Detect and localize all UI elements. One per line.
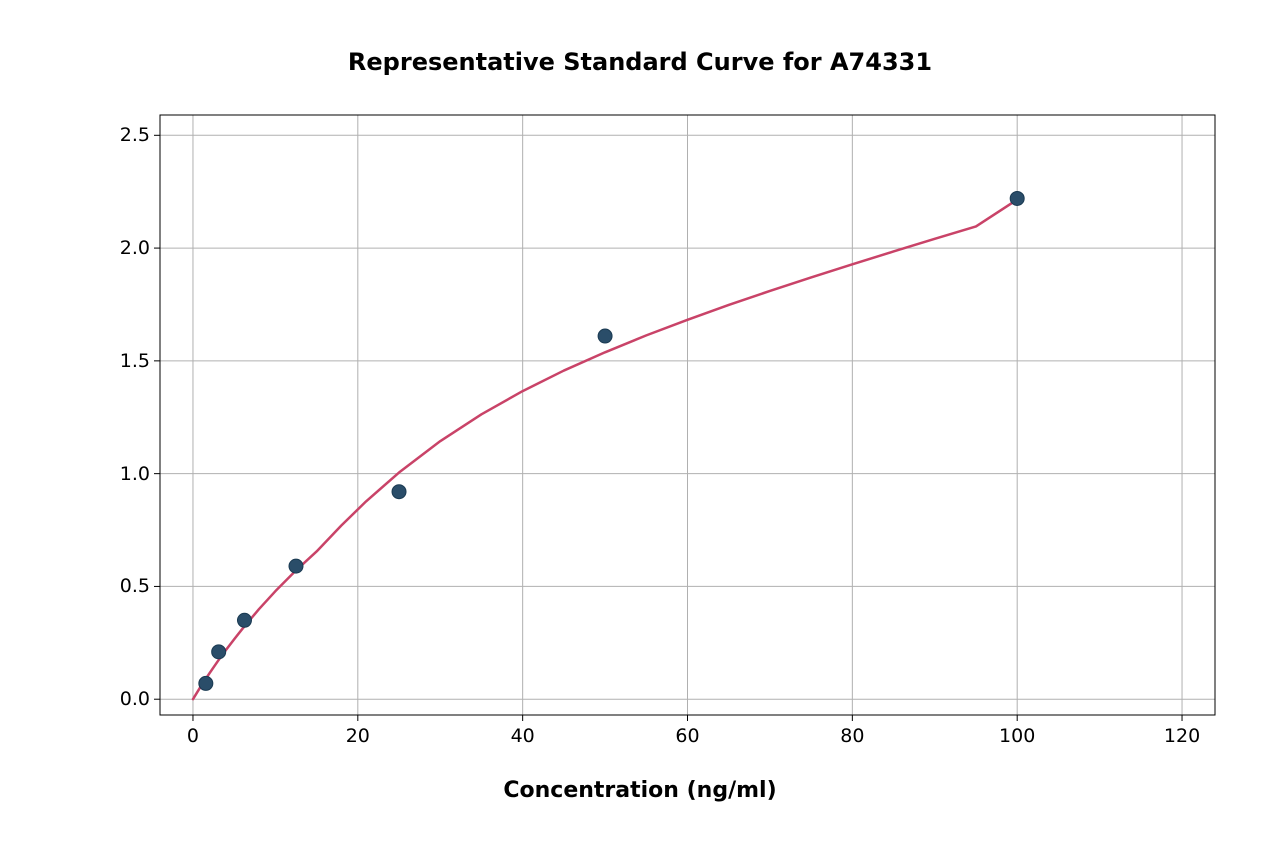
y-tick-label: 1.5: [90, 350, 150, 372]
x-tick-label: 120: [1164, 725, 1200, 747]
x-tick-label: 20: [346, 725, 370, 747]
chart-container: Representative Standard Curve for A74331…: [0, 0, 1280, 845]
y-tick-label: 1.0: [90, 463, 150, 485]
x-tick-label: 80: [840, 725, 864, 747]
x-tick-label: 100: [999, 725, 1035, 747]
y-tick-label: 0.0: [90, 688, 150, 710]
y-tick-label: 0.5: [90, 575, 150, 597]
plot-area: [160, 115, 1215, 715]
x-tick-label: 40: [511, 725, 535, 747]
y-tick-label: 2.5: [90, 124, 150, 146]
chart-title: Representative Standard Curve for A74331: [0, 48, 1280, 76]
y-tick-label: 2.0: [90, 237, 150, 259]
x-tick-label: 0: [187, 725, 199, 747]
x-axis-label: Concentration (ng/ml): [0, 778, 1280, 803]
plot-svg: [160, 115, 1215, 715]
x-tick-label: 60: [675, 725, 699, 747]
